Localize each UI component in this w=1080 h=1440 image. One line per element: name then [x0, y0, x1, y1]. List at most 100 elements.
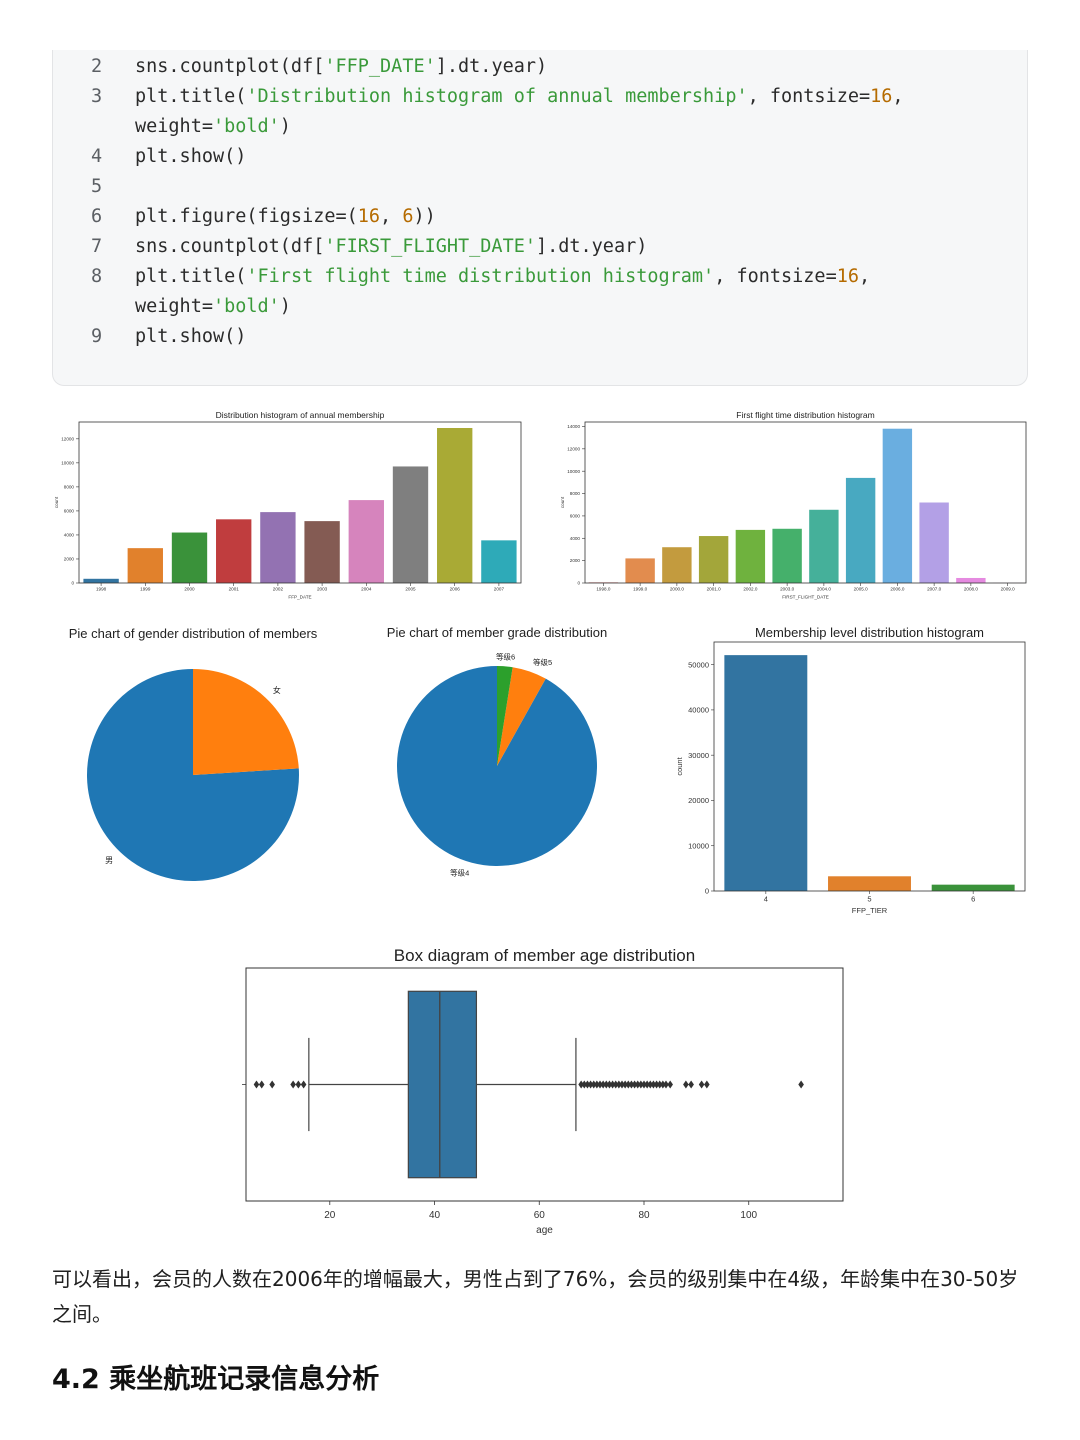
- pie-slice: [497, 666, 513, 766]
- outlier-point: [628, 1080, 635, 1089]
- line-number: 3: [91, 86, 103, 107]
- pie-label: 男: [105, 856, 113, 865]
- y-tick-label: 8000: [64, 484, 75, 489]
- y-tick-label: 40000: [688, 706, 709, 715]
- y-tick-label: 30000: [688, 751, 709, 760]
- outlier-point: [258, 1080, 265, 1089]
- y-tick-label: 4000: [64, 533, 75, 538]
- outlier-point: [612, 1080, 619, 1089]
- y-tick-label: 0: [577, 581, 580, 586]
- gender-pie-chart: Pie chart of gender distribution of memb…: [69, 626, 318, 881]
- chart-title: Distribution histogram of annual members…: [216, 410, 385, 420]
- line-number: 2: [91, 56, 103, 77]
- chart-title: Pie chart of member grade distribution: [387, 625, 607, 640]
- x-tick-label: 2002.0: [743, 587, 757, 592]
- outlier-point: [584, 1080, 591, 1089]
- bar: [304, 521, 340, 583]
- bar: [956, 577, 986, 583]
- code-text: plt.show(): [135, 326, 247, 347]
- x-tick-label: 2006: [450, 587, 461, 592]
- pie-label: 女: [273, 685, 281, 695]
- x-tick-label: 1999: [140, 587, 151, 592]
- outlier-point: [622, 1080, 628, 1089]
- x-tick-label: 2003.0: [780, 587, 794, 592]
- outlier-point: [603, 1080, 610, 1089]
- code-text: plt.title('First flight time distributio…: [135, 266, 871, 287]
- chart-title: Pie chart of gender distribution of memb…: [69, 626, 318, 641]
- x-tick-label: 2009.0: [1001, 587, 1015, 592]
- y-tick-label: 2000: [64, 557, 75, 562]
- bar: [625, 558, 655, 583]
- x-tick-label: 2000.0: [670, 587, 684, 592]
- annual-membership-chart: Distribution histogram of annual members…: [54, 410, 522, 600]
- y-tick-label: 0: [705, 887, 709, 896]
- line-number: 6: [91, 206, 103, 227]
- bar: [772, 528, 802, 583]
- pie-slice: [396, 666, 597, 866]
- outlier-point: [587, 1080, 594, 1089]
- outlier-point: [704, 1080, 710, 1089]
- pie-slice: [497, 667, 546, 766]
- outlier-point: [609, 1080, 616, 1089]
- x-tick-label: 20: [324, 1210, 336, 1221]
- outlier-point: [653, 1080, 660, 1089]
- bar: [845, 477, 876, 583]
- outlier-point: [667, 1080, 673, 1089]
- outlier-point: [647, 1080, 654, 1089]
- x-axis-label: FFP_TIER: [852, 906, 888, 915]
- outlier-point: [656, 1080, 663, 1089]
- y-tick-label: 6000: [64, 509, 75, 514]
- x-tick-label: 40: [429, 1210, 441, 1221]
- pie-label: 等级4: [450, 867, 469, 877]
- summary-paragraph: 可以看出，会员的人数在2006年的增幅最大，男性占到了76%，会员的级别集中在4…: [52, 1267, 1019, 1326]
- bar: [809, 509, 839, 583]
- x-tick-label: 2005.0: [854, 587, 868, 592]
- line-number: 9: [91, 326, 103, 347]
- outlier-point: [698, 1080, 705, 1089]
- first-flight-chart: First flight time distribution histogram…: [560, 410, 1027, 600]
- bar: [260, 512, 296, 583]
- code-text: plt.figure(figsize=(16, 6)): [135, 206, 436, 227]
- outlier-point: [634, 1080, 641, 1089]
- code-text: weight='bold'): [135, 296, 291, 317]
- x-tick-label: 2006.0: [890, 587, 904, 592]
- pie-slice: [193, 669, 299, 775]
- y-tick-label: 8000: [570, 491, 581, 496]
- pie-label: 等级6: [496, 651, 515, 661]
- outlier-point: [290, 1080, 296, 1089]
- y-tick-label: 4000: [570, 536, 581, 541]
- outlier-point: [619, 1080, 625, 1089]
- bar: [127, 548, 163, 583]
- outlier-point: [600, 1080, 606, 1089]
- x-tick-label: 2000: [184, 587, 195, 592]
- outlier-point: [644, 1080, 650, 1089]
- box-iqr: [407, 990, 478, 1179]
- grade-pie-chart: Pie chart of member grade distribution 等级…: [387, 625, 607, 877]
- code-block: 2 sns.countplot(df['FFP_DATE'].dt.year) 3 p…: [52, 50, 1028, 386]
- chart-title: Membership level distribution histogram: [755, 625, 984, 640]
- bar: [919, 502, 949, 583]
- code-text: plt.title('Distribution histogram of ann…: [135, 86, 904, 107]
- bar: [481, 540, 517, 583]
- outlier-point: [638, 1080, 644, 1089]
- x-tick-label: 2004: [361, 587, 372, 592]
- y-tick-label: 2000: [570, 558, 581, 563]
- bar: [392, 466, 429, 583]
- x-tick-label: 2001.0: [707, 587, 721, 592]
- bar: [882, 428, 913, 583]
- outlier-point: [581, 1080, 588, 1089]
- x-axis-label: FIRST_FLIGHT_DATE: [782, 595, 829, 600]
- y-tick-label: 20000: [688, 796, 709, 805]
- bar: [662, 547, 692, 583]
- y-tick-label: 10000: [567, 469, 580, 474]
- bar: [216, 519, 252, 583]
- outlier-point: [631, 1080, 638, 1089]
- outlier-point: [663, 1080, 669, 1089]
- outlier-point: [683, 1080, 689, 1089]
- outlier-point: [295, 1080, 302, 1089]
- pie-label: 等级5: [533, 657, 552, 667]
- outlier-point: [625, 1080, 632, 1089]
- outlier-point: [594, 1080, 600, 1089]
- y-tick-label: 12000: [567, 446, 580, 451]
- chart-title: Box diagram of member age distribution: [394, 946, 695, 965]
